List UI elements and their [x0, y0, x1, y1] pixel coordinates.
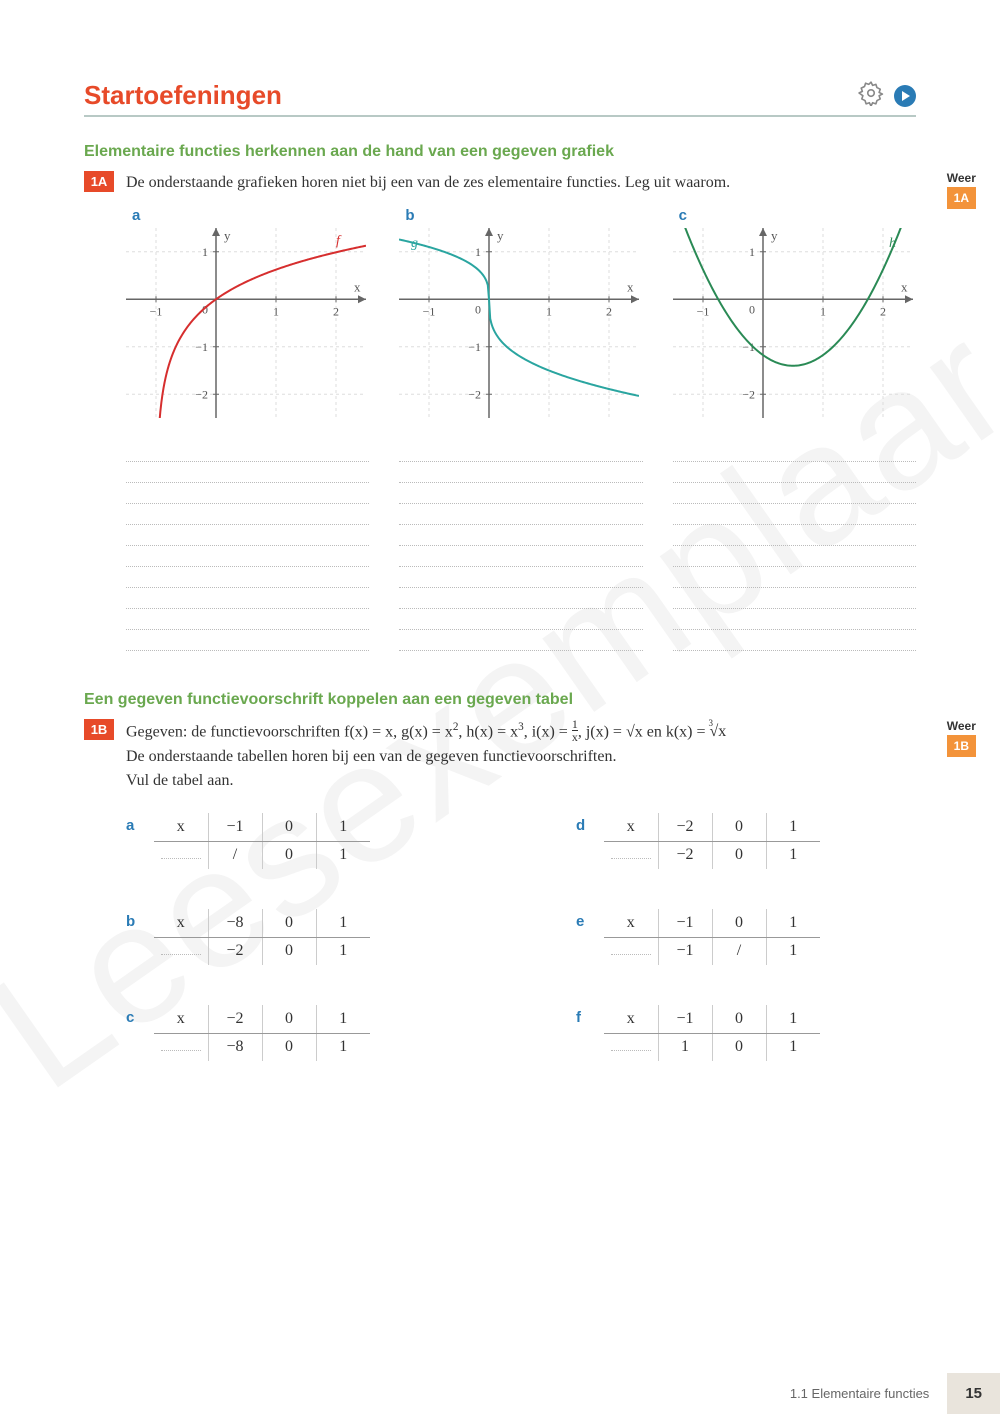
table-row: cx−201−801	[126, 1005, 466, 1061]
svg-text:1: 1	[202, 245, 208, 259]
exercise-badge-1a: 1A	[84, 171, 114, 192]
svg-text:−2: −2	[742, 387, 755, 401]
svg-text:0: 0	[749, 302, 755, 316]
svg-text:−1: −1	[696, 304, 709, 318]
svg-text:x: x	[354, 279, 361, 294]
svg-text:h: h	[889, 236, 896, 251]
svg-text:−2: −2	[195, 387, 208, 401]
exercise-text-1a: De onderstaande grafieken horen niet bij…	[126, 171, 916, 195]
table-row: fx−101101	[576, 1005, 916, 1061]
chart-b: −1 1 2 −2 −1 1 0 x y g	[399, 228, 639, 418]
gear-icon	[858, 80, 884, 111]
svg-text:−1: −1	[195, 340, 208, 354]
side-tag-1a: Weer 1A	[947, 171, 976, 209]
subhead-1: Elementaire functies herkennen aan de ha…	[84, 143, 916, 161]
svg-text:−2: −2	[469, 387, 482, 401]
side-tag-1b: Weer 1B	[947, 719, 976, 757]
svg-text:x: x	[627, 279, 634, 294]
table-row: bx−801−201	[126, 909, 466, 965]
chart-label-c: c	[679, 207, 916, 224]
play-icon[interactable]	[894, 85, 916, 107]
exercise-badge-1b: 1B	[84, 719, 114, 740]
svg-text:1: 1	[273, 304, 279, 318]
svg-text:1: 1	[546, 304, 552, 318]
svg-text:−1: −1	[423, 304, 436, 318]
svg-text:−1: −1	[469, 340, 482, 354]
svg-text:y: y	[771, 228, 778, 243]
svg-text:1: 1	[475, 245, 481, 259]
table-row: ax−101/01	[126, 813, 466, 869]
svg-text:1: 1	[749, 245, 755, 259]
chart-c: −112−2−110xyh	[673, 228, 913, 418]
chart-label-a: a	[132, 207, 369, 224]
charts-row: a−112−2−110xyf b−112−2−110xyg c−112−2−11…	[126, 207, 916, 423]
svg-text:2: 2	[606, 304, 612, 318]
title-row: Startoefeningen	[84, 80, 916, 117]
subhead-2: Een gegeven functievoorschrift koppelen …	[84, 691, 916, 709]
answer-lines	[126, 441, 916, 651]
chart-label-b: b	[405, 207, 642, 224]
svg-text:2: 2	[333, 304, 339, 318]
page-title: Startoefeningen	[84, 80, 282, 111]
svg-text:−1: −1	[150, 304, 163, 318]
svg-text:f: f	[336, 234, 342, 249]
svg-text:y: y	[497, 228, 504, 243]
chart-a: −112−2−110xyf	[126, 228, 366, 418]
tables-wrap: ax−101/01 bx−801−201 cx−201−801 dx−201−201…	[126, 813, 916, 1061]
exercise-text-1b: Gegeven: de functievoorschriften f(x) = …	[126, 719, 916, 793]
svg-text:x: x	[901, 279, 908, 294]
svg-text:y: y	[224, 228, 231, 243]
page-footer: 1.1 Elementaire functies 15	[772, 1373, 1000, 1414]
svg-text:2: 2	[880, 304, 886, 318]
table-row: dx−201−201	[576, 813, 916, 869]
svg-text:g: g	[411, 236, 418, 251]
table-row: ex−101−1/1	[576, 909, 916, 965]
svg-text:0: 0	[475, 302, 481, 316]
svg-text:1: 1	[820, 304, 826, 318]
